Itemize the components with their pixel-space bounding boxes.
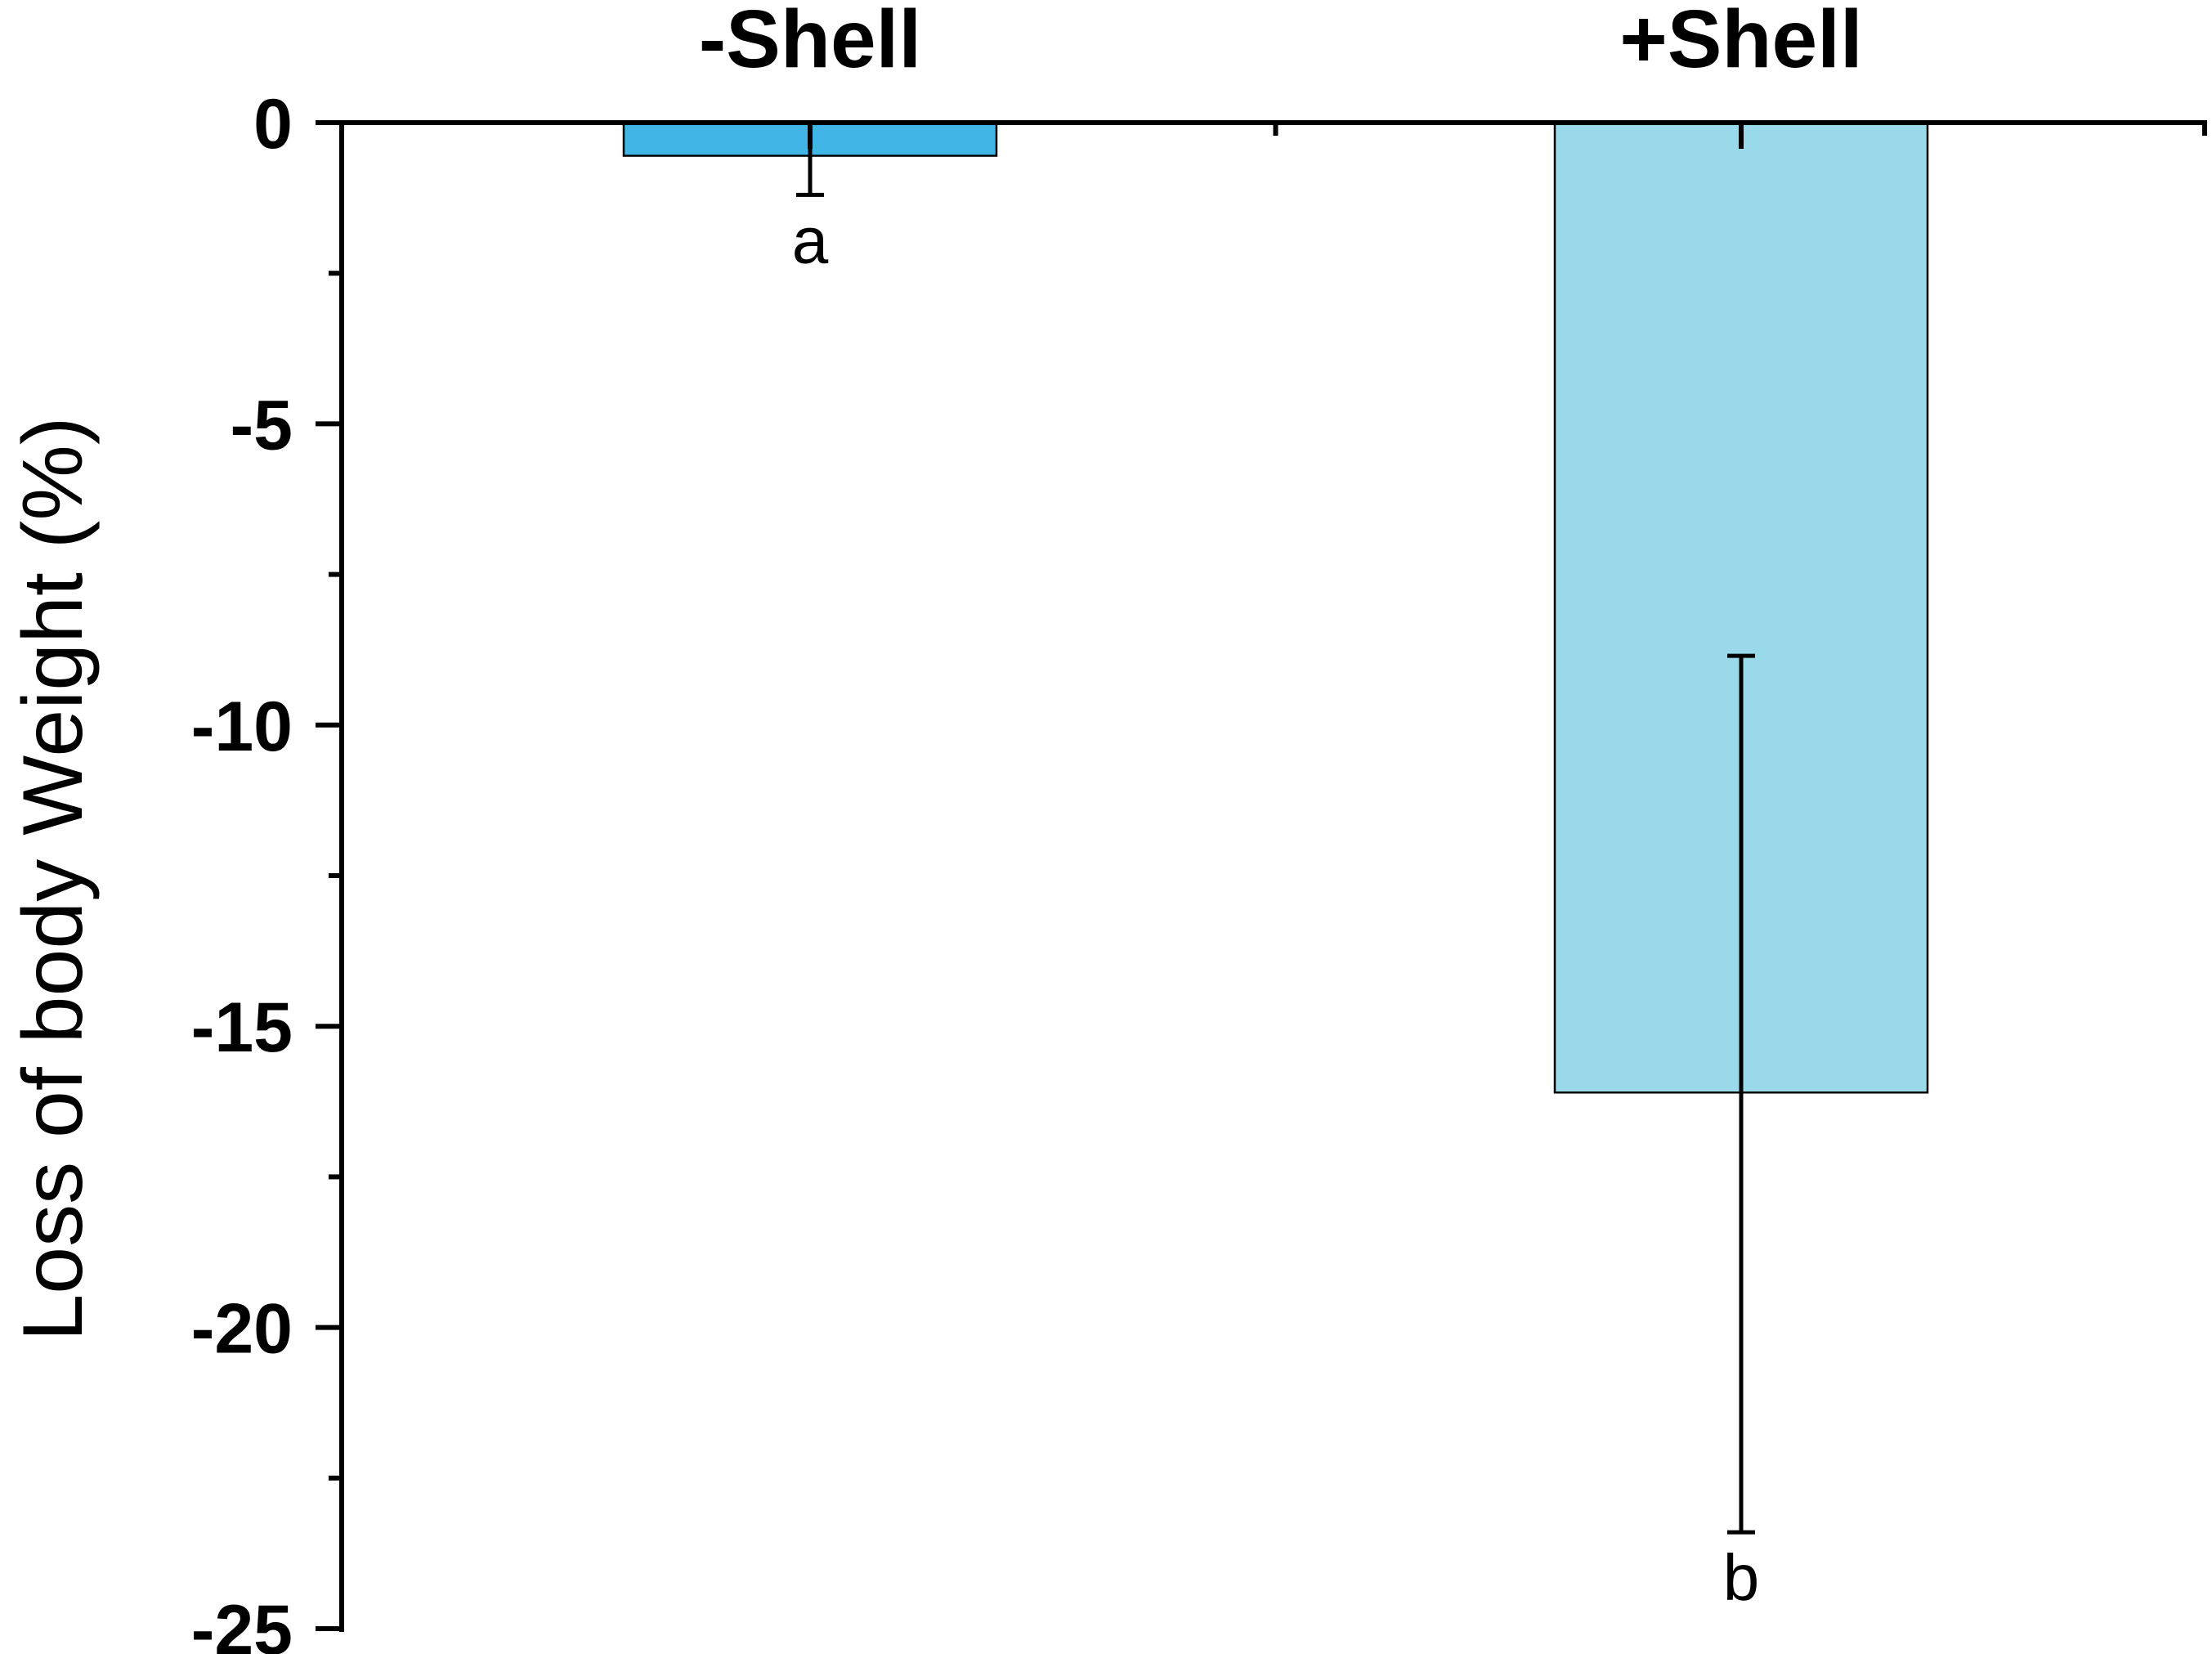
x-tick-label: +Shell [1619, 0, 1862, 85]
y-tick-label: 0 [253, 85, 293, 164]
ticks-layer [316, 120, 2207, 1631]
significance-letter: a [792, 204, 829, 276]
y-tick-label: -10 [191, 688, 293, 766]
y-tick-label: -20 [191, 1290, 293, 1369]
labels-layer: a -Shell b +Shell 0 -5 -10 -15 -20 -25 [191, 0, 1863, 1654]
x-tick-label: -Shell [699, 0, 921, 85]
y-tick-label: -5 [231, 386, 293, 464]
y-tick-label: -25 [191, 1591, 293, 1654]
y-axis-title: Loss of body Weight (%) [6, 416, 101, 1341]
y-tick-label: -15 [191, 988, 293, 1067]
significance-letter: b [1723, 1541, 1760, 1614]
